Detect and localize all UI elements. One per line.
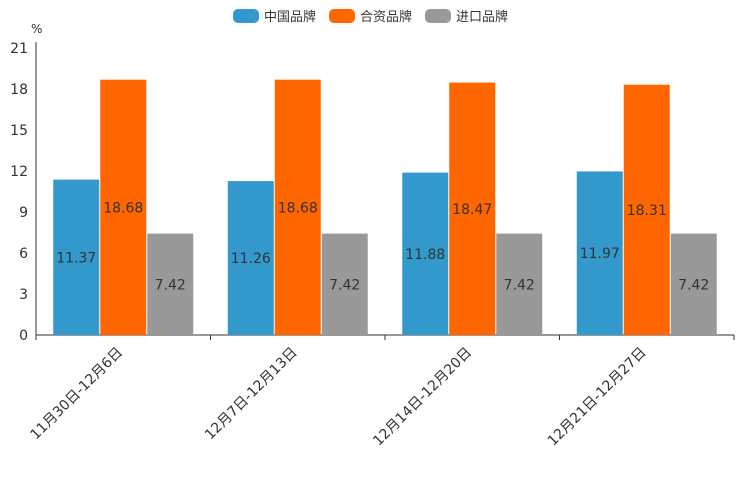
y-tick-label: 15 [10, 123, 28, 139]
bar-value-label: 7.42 [329, 277, 360, 293]
bar[interactable] [402, 172, 449, 335]
legend-item-3[interactable]: 进口品牌 [425, 9, 508, 25]
bar[interactable] [227, 181, 274, 335]
bar[interactable] [274, 79, 321, 335]
y-tick-label: 21 [10, 41, 28, 57]
x-category-label: 12月7日-12月13日 [202, 345, 301, 444]
bar[interactable] [496, 233, 543, 335]
bar-value-label: 7.42 [155, 277, 186, 293]
bar-value-label: 7.42 [504, 277, 535, 293]
legend-label: 进口品牌 [456, 9, 508, 25]
bar-value-label: 18.68 [278, 200, 318, 216]
bar[interactable] [576, 171, 623, 335]
legend-swatch [233, 9, 259, 23]
bar-value-label: 11.97 [580, 246, 620, 262]
legend-item-2[interactable]: 合资品牌 [329, 9, 412, 25]
bar-value-label: 18.31 [627, 203, 667, 219]
bar-value-label: 18.47 [452, 202, 492, 218]
y-tick-label: 0 [19, 328, 28, 344]
bar[interactable] [623, 84, 670, 335]
bar-group-2: 11.26 18.68 7.42 [227, 79, 368, 335]
bar-group-4: 11.97 18.31 7.42 [576, 84, 717, 335]
bar[interactable] [670, 233, 717, 335]
y-tick-label: 12 [10, 164, 28, 180]
y-tick-label: 6 [19, 246, 28, 262]
legend-label: 中国品牌 [264, 9, 316, 25]
bar[interactable] [147, 233, 194, 335]
y-axis: 0 3 6 9 12 15 18 21 [10, 41, 37, 344]
legend-swatch [425, 9, 451, 23]
bar-value-label: 11.37 [56, 250, 96, 266]
legend-swatch [329, 9, 355, 23]
bar[interactable] [321, 233, 368, 335]
bar-value-label: 11.88 [405, 247, 445, 263]
y-tick-label: 3 [19, 287, 28, 303]
y-tick-label: 18 [10, 82, 28, 98]
bar-value-label: 7.42 [678, 277, 709, 293]
bar[interactable] [449, 82, 496, 336]
y-tick-label: 9 [19, 205, 28, 221]
y-axis-unit: % [31, 22, 42, 36]
bars-group: 11.37 18.68 7.42 11.26 18.68 7.42 11.88 18.47 7.… [53, 79, 717, 336]
x-axis: 11月30日-12月6日 12月7日-12月13日 12月14日-12月20日 12月… [28, 334, 735, 450]
bar-value-label: 11.26 [231, 251, 271, 267]
bar[interactable] [100, 79, 147, 335]
bar-value-label: 18.68 [103, 200, 143, 216]
bar[interactable] [53, 179, 100, 335]
legend-item-1[interactable]: 中国品牌 [233, 9, 316, 25]
x-category-label: 12月21日-12月27日 [545, 345, 650, 450]
chart-legend: 中国品牌 合资品牌 进口品牌 [233, 9, 508, 25]
x-category-label: 12月14日-12月20日 [370, 345, 475, 450]
bar-group-1: 11.37 18.68 7.42 [53, 79, 194, 335]
bar-group-3: 11.88 18.47 7.42 [402, 82, 543, 336]
legend-label: 合资品牌 [360, 9, 412, 25]
x-category-label: 11月30日-12月6日 [28, 345, 127, 444]
